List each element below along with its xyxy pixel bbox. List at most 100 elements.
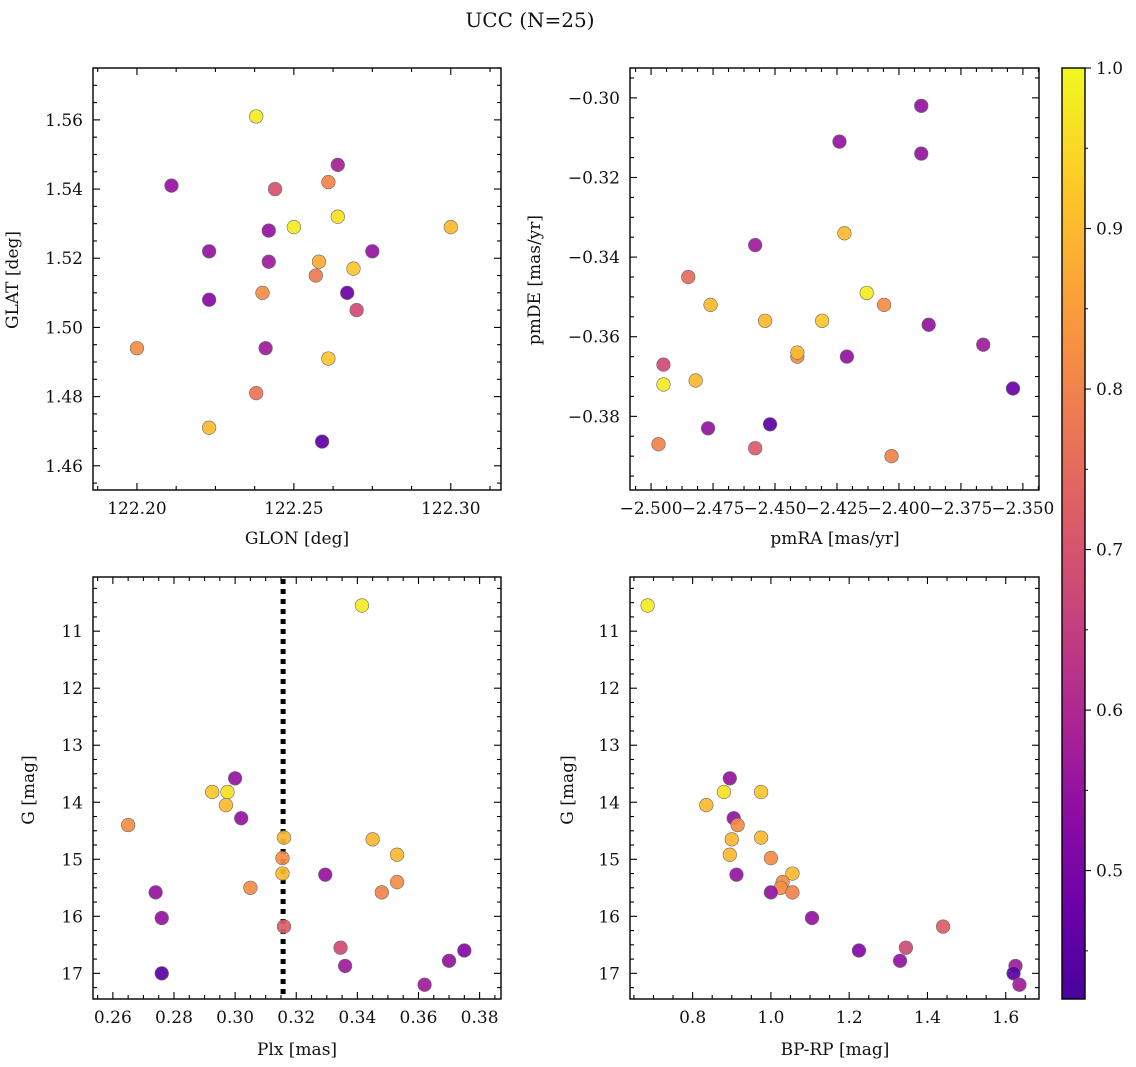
data-point [892, 953, 908, 968]
data-point [154, 910, 169, 926]
x-tick-label: 0.30 [216, 1008, 254, 1028]
data-point [218, 798, 234, 813]
data-point [164, 178, 179, 193]
y-tick-label: 12 [61, 679, 83, 699]
y-tick-label: 1.52 [45, 249, 83, 269]
y-tick-label: 11 [598, 622, 620, 642]
y-tick-label: 1.50 [45, 318, 83, 338]
y-tick-label: 17 [598, 964, 620, 984]
figure-title: UCC (N=25) [465, 8, 594, 32]
x-tick-label: 0.28 [155, 1008, 193, 1028]
data-point [839, 349, 854, 364]
y-tick-label: 15 [598, 850, 620, 870]
panel-glon-glat: 122.20 122.25 122.30 1.46 1.48 1.50 1.52 1.54 1.… [3, 67, 502, 549]
tick-marks [630, 68, 1039, 490]
data-point [876, 297, 892, 312]
y-tick-label: 1.54 [45, 180, 83, 200]
x-tick-label: 0.34 [338, 1008, 376, 1028]
y-tick-label: −0.32 [568, 168, 620, 188]
data-point [129, 341, 145, 356]
y-axis-label: pmDE [mas/yr] [525, 215, 545, 345]
y-axis-label: G [mag] [19, 755, 39, 824]
scatter-points [651, 98, 1021, 464]
x-tick-label: 1.0 [757, 1008, 784, 1028]
data-point [729, 867, 744, 882]
colorbar-gradient [1061, 67, 1086, 1000]
y-tick-label: 1.56 [45, 111, 83, 131]
data-point [837, 226, 852, 241]
axes-frame [92, 67, 502, 491]
y-tick-label: 17 [61, 964, 83, 984]
data-point [859, 285, 874, 301]
axes-frame [629, 576, 1040, 1000]
data-point [148, 885, 163, 900]
y-tick-label: −0.34 [568, 248, 620, 268]
data-point [354, 598, 370, 613]
tick-marks [630, 577, 1039, 999]
data-point [121, 817, 136, 833]
data-point [936, 919, 951, 934]
colorbar-tick-label: 0.9 [1096, 220, 1123, 240]
data-point [249, 386, 264, 401]
x-axis-label: BP-RP [mag] [781, 1040, 890, 1060]
x-tick-label: 1.6 [992, 1008, 1019, 1028]
y-tick-label: −0.36 [568, 328, 620, 348]
panel-plx-g: 0.26 0.28 0.30 0.32 0.34 0.36 0.38 11 12 13 14 15 16… [19, 576, 502, 1060]
x-tick-label: 1.2 [836, 1008, 863, 1028]
data-point [346, 261, 361, 276]
scatter-points [129, 109, 458, 449]
data-point [202, 420, 217, 435]
y-axis-label: GLAT [deg] [3, 231, 23, 329]
data-point [441, 953, 457, 968]
x-tick-label: −2.400 [867, 499, 930, 519]
axes-frame [629, 67, 1040, 491]
data-point [261, 254, 276, 269]
x-tick-label: 122.30 [421, 499, 480, 519]
data-point [681, 269, 696, 285]
data-point [154, 966, 169, 981]
data-point [748, 238, 763, 253]
data-point [202, 292, 217, 307]
data-point [311, 254, 327, 269]
data-point [785, 866, 800, 881]
data-point [832, 134, 847, 149]
data-point [340, 285, 355, 300]
data-point [640, 598, 655, 613]
data-point [815, 313, 830, 328]
data-point [457, 943, 472, 958]
data-point [724, 832, 739, 847]
colorbar: 0.5 0.6 0.7 0.8 0.9 1.0 [1061, 59, 1123, 1000]
data-point [321, 351, 336, 366]
x-tick-label: 0.32 [277, 1008, 315, 1028]
x-axis-label: GLON [deg] [245, 529, 349, 549]
data-point [651, 437, 666, 452]
data-point [748, 441, 763, 456]
data-point [1006, 966, 1021, 981]
data-point [205, 784, 220, 800]
data-point [330, 209, 345, 224]
data-point [914, 146, 929, 161]
data-point [688, 373, 703, 388]
x-tick-label: 122.25 [264, 499, 323, 519]
x-tick-label: −2.500 [620, 499, 683, 519]
scatter-points [640, 598, 1027, 992]
data-point [722, 847, 737, 862]
x-tick-label: −2.350 [991, 499, 1054, 519]
axes-frame [92, 576, 502, 1000]
x-tick-label: 122.20 [107, 499, 166, 519]
data-point [365, 244, 380, 259]
data-point [255, 285, 270, 300]
data-point [389, 874, 405, 890]
y-tick-label: 13 [598, 736, 620, 756]
y-tick-label: 13 [61, 736, 83, 756]
data-point [276, 919, 292, 934]
colorbar-tick-label: 0.8 [1096, 380, 1123, 400]
y-tick-label: 15 [61, 850, 83, 870]
x-axis-label: pmRA [mas/yr] [770, 529, 899, 549]
data-point [700, 421, 716, 436]
y-tick-label: 14 [61, 793, 83, 813]
data-point [333, 940, 348, 955]
data-point [921, 317, 936, 332]
data-point [1005, 381, 1021, 396]
x-tick-label: −2.450 [744, 499, 807, 519]
